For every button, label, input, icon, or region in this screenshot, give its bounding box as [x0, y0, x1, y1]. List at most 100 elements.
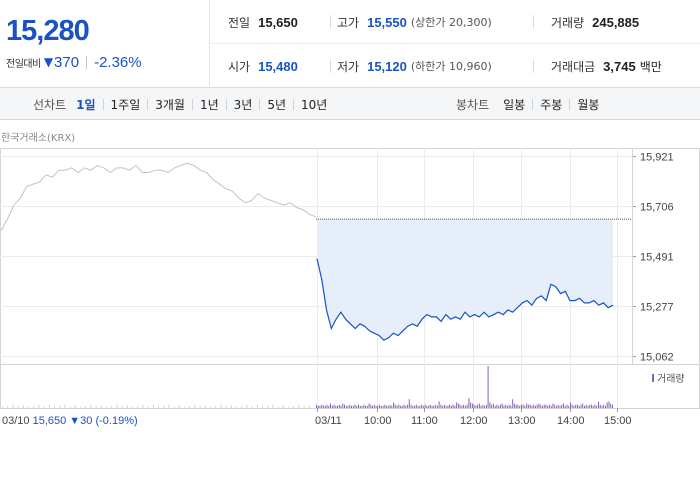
volume-bar [352, 405, 354, 408]
volume-bar [401, 405, 403, 408]
prev-volume-bar [137, 405, 139, 408]
volume-bar [541, 405, 543, 408]
prev-volume-bar [2, 407, 3, 408]
prev-volume-bar [230, 405, 232, 408]
current-price: 15,280 [6, 15, 90, 47]
tab-1y[interactable]: 1년 [199, 97, 219, 112]
volume-bar [499, 404, 501, 408]
volume-bar [405, 405, 407, 408]
volume-bar [605, 405, 606, 408]
tab-5y[interactable]: 5년 [267, 97, 287, 112]
volume-bar [410, 404, 412, 408]
volume-bar [449, 404, 451, 408]
tab-10y[interactable]: 10년 [301, 97, 328, 112]
divider [259, 98, 261, 110]
prev-volume-bar [54, 407, 55, 408]
volume-bar [536, 404, 538, 408]
volume-bar [501, 403, 503, 408]
volume-bar [585, 404, 587, 408]
volume-bar [386, 405, 388, 408]
volume-bar [520, 404, 522, 408]
volume-bar [601, 405, 603, 408]
prev-volume-bar [116, 404, 118, 408]
change-value: 370 [54, 53, 80, 71]
volume-bar [450, 405, 452, 408]
volume-bar [598, 401, 599, 408]
volume-bar [463, 404, 465, 408]
volume-bar [440, 404, 442, 408]
volume-bar [487, 366, 489, 408]
prev-volume-bar [12, 404, 14, 408]
volume-bar [556, 405, 557, 408]
today-series-line [316, 258, 614, 341]
prev-volume-bar [59, 405, 61, 408]
volume-bar [342, 403, 344, 408]
prev-volume-bar [215, 405, 217, 408]
change-label: 전일대비 [6, 58, 41, 70]
volume-bar [475, 405, 477, 408]
volume-bar [498, 405, 500, 408]
volume-bar [403, 404, 405, 408]
prev-close-cell: 전일 15,650 [228, 0, 298, 44]
volume-bar [468, 398, 470, 408]
volume-bar [324, 405, 326, 408]
quote-row-2: 시가 15,480 저가 15,120 (하한가 10,960) 거래대금 3,… [211, 44, 700, 88]
prev-volume-bar [204, 405, 206, 408]
intraday-price-chart[interactable]: 15,921 15,706 15,491 15,277 15,062 03/11 10:00… [0, 120, 700, 490]
volume-bar [568, 405, 570, 408]
divider [147, 98, 149, 110]
volume-bar [328, 405, 330, 408]
volume-bar [323, 405, 324, 408]
volume-bar [505, 404, 507, 408]
volume-bar [606, 402, 608, 408]
volume-bar [400, 405, 402, 408]
tab-monthly-candle[interactable]: 월봉 [577, 97, 600, 112]
high-value: 15,550 [367, 14, 407, 30]
volume-bar [480, 405, 482, 408]
y-tick-label: 15,706 [640, 202, 674, 214]
turnover-unit: 백만 [639, 59, 662, 74]
high-cell: 고가 15,550 (상한가 20,300) [337, 0, 492, 44]
volume-bar [445, 405, 447, 408]
prev-volume-bar [106, 407, 107, 408]
tab-3y[interactable]: 3년 [233, 97, 253, 112]
volume-bar [337, 405, 338, 408]
volume-bar [428, 405, 430, 408]
volume-legend-label: 거래량 [657, 373, 685, 385]
volume-bar [506, 405, 508, 408]
volume-bar [573, 405, 575, 408]
prev-volume-bar [246, 404, 248, 408]
volume-bar [443, 404, 445, 408]
tab-daily-candle[interactable]: 일봉 [503, 97, 526, 112]
x-tick-label: 15:00 [604, 415, 632, 427]
tab-1w[interactable]: 1주일 [110, 97, 141, 112]
tab-3m[interactable]: 3개월 [155, 97, 185, 112]
prev-volume-bar [178, 405, 180, 408]
volume-bar [485, 404, 487, 408]
prev-volume-bar [168, 404, 170, 408]
volume-bar [368, 403, 370, 408]
volume-bar [529, 404, 531, 408]
tab-1d[interactable]: 1일 [76, 97, 96, 112]
volume-bar [373, 404, 375, 408]
volume-bar [377, 405, 379, 408]
volume-label: 거래량 [551, 15, 585, 30]
prev-volume-bar [80, 407, 81, 408]
volume-bar [477, 404, 479, 408]
divider [533, 59, 534, 73]
volume-bar [491, 404, 493, 408]
volume-bar [335, 405, 337, 408]
volume-bar [379, 404, 381, 408]
volume-bar [557, 404, 559, 408]
volume-bar [559, 405, 561, 408]
quote-row-1: 전일 15,650 고가 15,550 (상한가 20,300) 거래량 245… [211, 0, 700, 44]
tab-weekly-candle[interactable]: 주봉 [540, 97, 563, 112]
prev-volume-bar [256, 405, 258, 408]
low-cell: 저가 15,120 (하한가 10,960) [337, 44, 492, 88]
prev-volume-bar [142, 404, 144, 408]
volume-bar [317, 405, 319, 408]
volume-bar [424, 404, 426, 408]
volume-bar [384, 404, 386, 408]
volume-bar [431, 405, 433, 408]
prev-volume-bar [220, 404, 222, 408]
